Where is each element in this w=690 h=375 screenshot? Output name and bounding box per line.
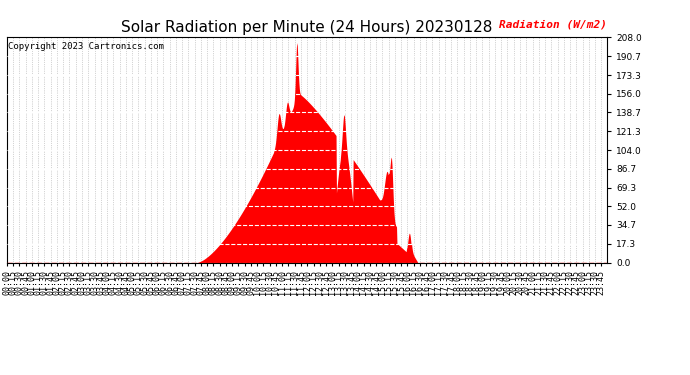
Text: Copyright 2023 Cartronics.com: Copyright 2023 Cartronics.com [8, 42, 164, 51]
Text: Radiation (W/m2): Radiation (W/m2) [499, 20, 607, 30]
Title: Solar Radiation per Minute (24 Hours) 20230128: Solar Radiation per Minute (24 Hours) 20… [121, 20, 493, 35]
